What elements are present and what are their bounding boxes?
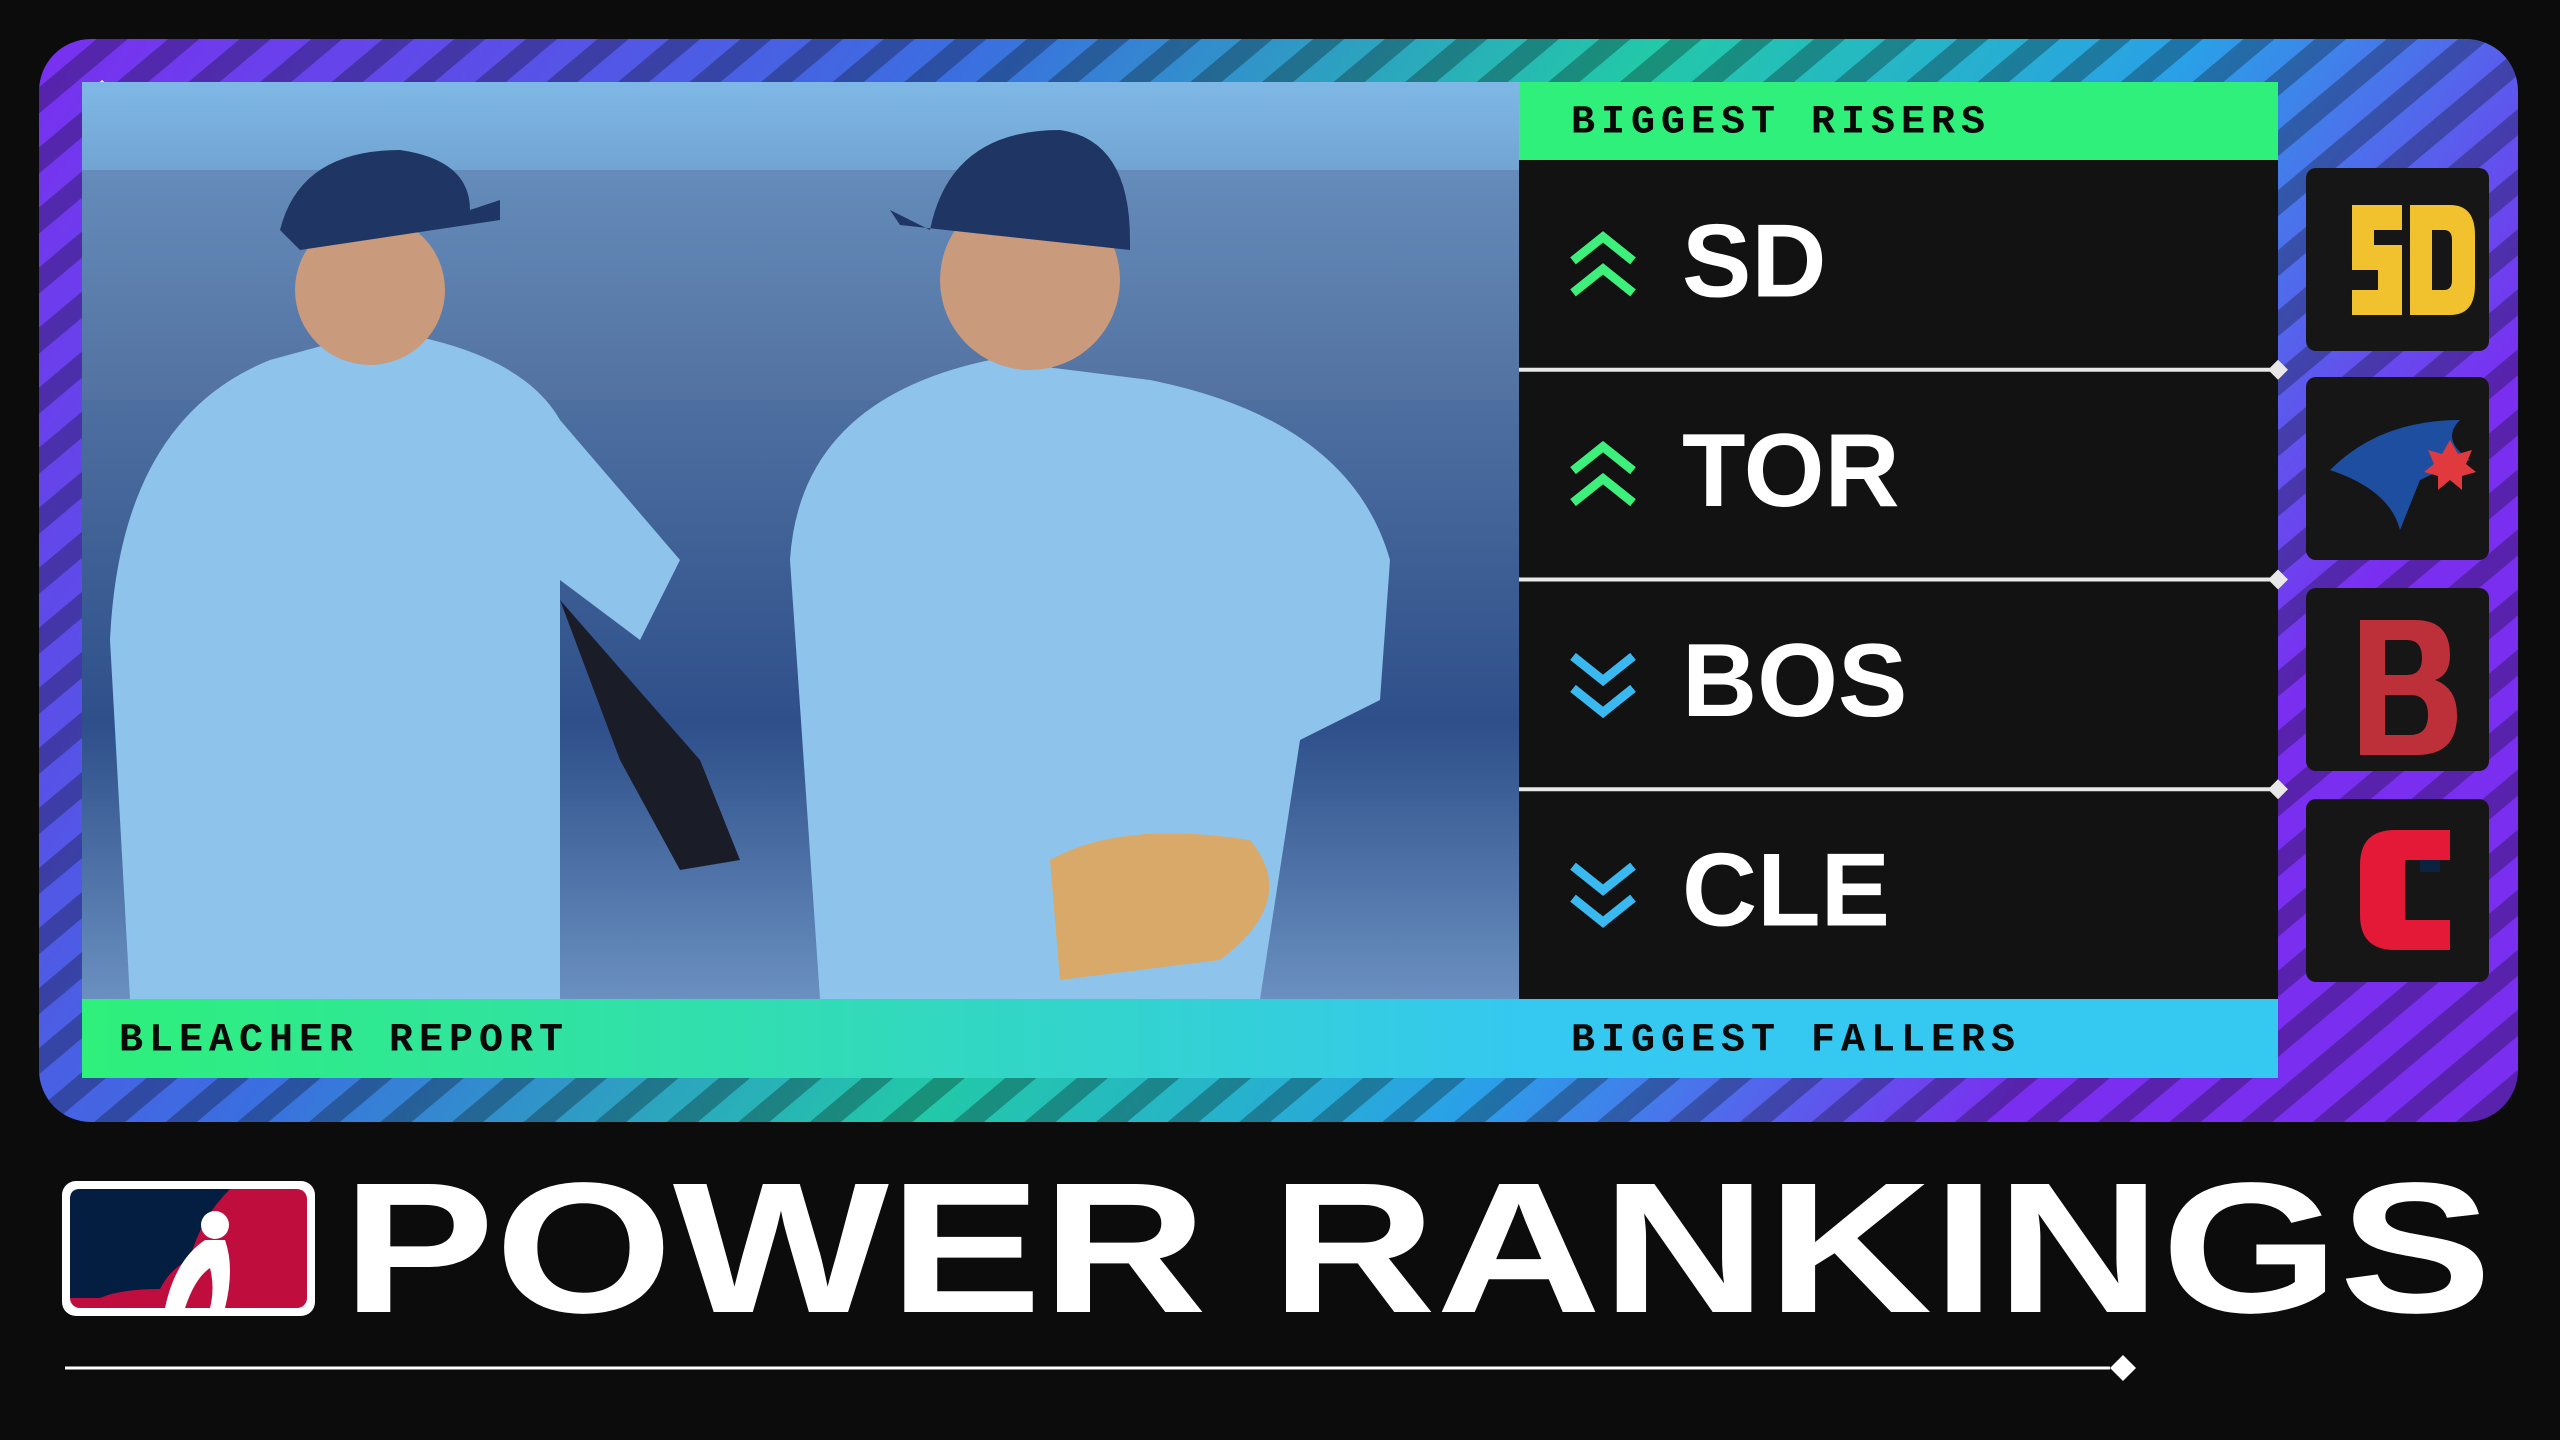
divider-diamond bbox=[2110, 1355, 2136, 1381]
separator-diamond bbox=[2268, 359, 2288, 380]
team-logos bbox=[2306, 168, 2489, 982]
separator-diamond bbox=[2268, 779, 2288, 800]
arrow-down bbox=[1570, 894, 1636, 928]
arrow-down bbox=[1570, 684, 1636, 719]
arrow-down bbox=[1570, 652, 1636, 687]
photo bbox=[82, 82, 1519, 999]
credit: BLEACHER REPORT bbox=[119, 1019, 569, 1064]
arrow-up bbox=[1570, 472, 1636, 507]
fallers-label: BIGGEST FALLERS bbox=[1571, 1019, 2021, 1064]
arrow-up bbox=[1570, 231, 1636, 265]
credit-bar bbox=[82, 999, 1519, 1078]
team-abbr: CLE bbox=[1682, 833, 1890, 949]
arrow-down bbox=[1570, 862, 1636, 896]
team-abbr: SD bbox=[1682, 203, 1826, 319]
title: POWER RANKINGS bbox=[342, 1145, 2492, 1352]
arrow-up bbox=[1570, 263, 1636, 297]
risers-label: BIGGEST RISERS bbox=[1571, 101, 1991, 146]
fallers-footer bbox=[1519, 999, 2278, 1078]
arrow-up bbox=[1570, 440, 1636, 475]
risers-header bbox=[1519, 82, 2278, 160]
mlb-logo bbox=[62, 1181, 315, 1316]
team-abbr: BOS bbox=[1682, 623, 1907, 739]
team-abbr: TOR bbox=[1682, 413, 1900, 529]
separator-diamond bbox=[2268, 569, 2288, 590]
